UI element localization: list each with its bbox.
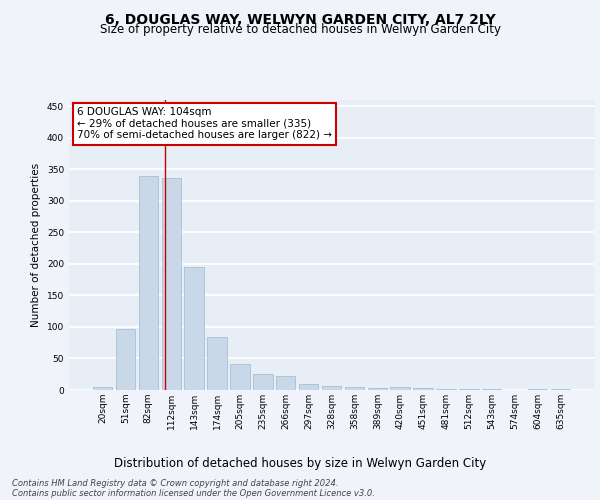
Bar (93, 387, 112, 390)
Bar (253, 374, 272, 390)
Bar (139, 176, 158, 390)
Bar (230, 364, 250, 390)
Bar (391, 387, 410, 390)
Bar (322, 386, 341, 390)
Text: 6 DOUGLAS WAY: 104sqm
← 29% of detached houses are smaller (335)
70% of semi-det: 6 DOUGLAS WAY: 104sqm ← 29% of detached … (77, 108, 332, 140)
Text: Contains HM Land Registry data © Crown copyright and database right 2024.: Contains HM Land Registry data © Crown c… (12, 479, 338, 488)
Text: Distribution of detached houses by size in Welwyn Garden City: Distribution of detached houses by size … (114, 458, 486, 470)
Bar (276, 376, 295, 390)
Bar (116, 329, 135, 390)
Bar (299, 384, 319, 390)
Bar (161, 178, 181, 390)
Bar (413, 388, 433, 390)
Y-axis label: Number of detached properties: Number of detached properties (31, 163, 41, 327)
Text: 6, DOUGLAS WAY, WELWYN GARDEN CITY, AL7 2LY: 6, DOUGLAS WAY, WELWYN GARDEN CITY, AL7 … (104, 12, 496, 26)
Text: Contains public sector information licensed under the Open Government Licence v3: Contains public sector information licen… (12, 489, 375, 498)
Bar (344, 387, 364, 390)
Bar (184, 267, 204, 390)
Bar (208, 337, 227, 390)
Text: Size of property relative to detached houses in Welwyn Garden City: Size of property relative to detached ho… (100, 24, 500, 36)
Bar (368, 388, 387, 390)
